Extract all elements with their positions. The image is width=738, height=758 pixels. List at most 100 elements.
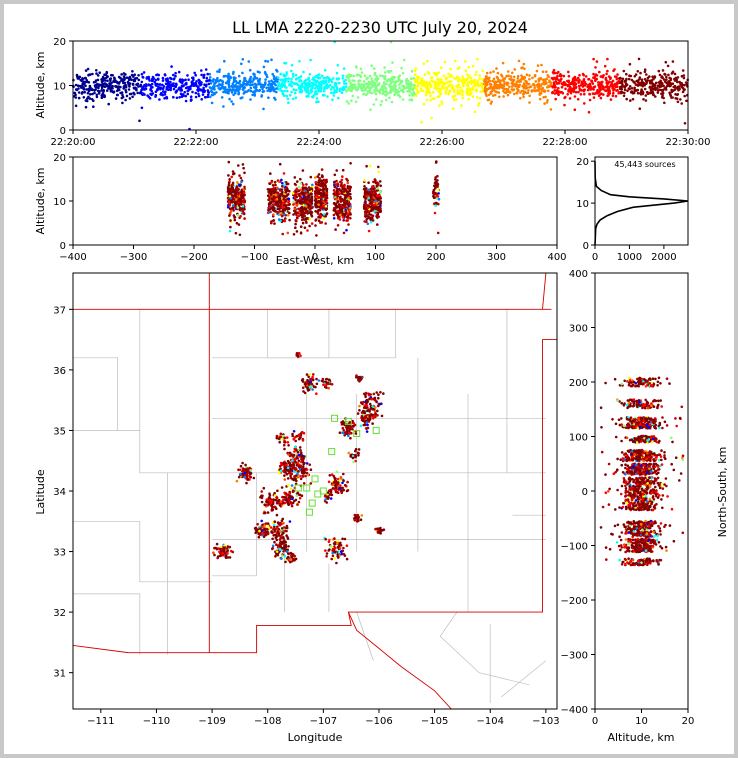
source-point — [303, 391, 307, 395]
source-point — [465, 73, 469, 76]
source-point — [302, 482, 306, 485]
source-point — [413, 83, 416, 87]
source-point — [308, 373, 312, 376]
source-point — [287, 80, 290, 83]
source-point — [599, 96, 603, 100]
source-point — [324, 84, 328, 88]
source-point — [308, 79, 311, 83]
source-point — [583, 92, 586, 96]
source-point — [320, 174, 324, 177]
source-point — [292, 465, 296, 469]
source-point — [563, 103, 566, 107]
source-point — [92, 81, 96, 84]
source-point — [333, 180, 336, 184]
source-point — [293, 182, 297, 186]
source-point — [402, 58, 406, 62]
source-point — [120, 91, 124, 94]
source-point — [465, 90, 468, 93]
source-point — [329, 88, 333, 91]
source-point — [664, 60, 668, 64]
source-point — [209, 76, 212, 79]
source-point — [474, 84, 478, 87]
source-point — [333, 202, 336, 206]
source-point — [80, 92, 84, 95]
source-point — [290, 84, 294, 88]
source-point — [594, 66, 597, 69]
source-point — [325, 207, 329, 211]
source-point — [281, 92, 285, 95]
source-point — [333, 88, 336, 92]
source-point — [299, 449, 302, 452]
source-point — [314, 80, 318, 84]
source-point — [513, 68, 517, 71]
source-point — [480, 85, 484, 89]
source-point — [628, 85, 632, 88]
source-point — [82, 87, 85, 90]
source-point — [338, 203, 341, 206]
source-point — [264, 59, 267, 63]
source-point — [314, 224, 317, 227]
source-point — [228, 214, 231, 217]
source-point — [671, 96, 674, 99]
source-point — [180, 88, 183, 92]
source-point — [111, 87, 114, 90]
source-point — [89, 93, 92, 96]
source-point — [502, 80, 506, 83]
source-point — [680, 74, 684, 78]
source-point — [221, 80, 225, 84]
source-point — [348, 85, 351, 89]
source-point — [356, 412, 360, 415]
source-point — [666, 64, 670, 68]
source-point — [287, 444, 290, 447]
source-point — [485, 94, 488, 97]
source-point — [292, 82, 296, 86]
source-point — [349, 81, 352, 85]
source-point — [489, 102, 493, 105]
source-point — [374, 199, 378, 203]
source-point — [204, 96, 207, 99]
source-point — [301, 378, 305, 381]
source-point — [159, 93, 162, 96]
source-point — [311, 183, 314, 187]
source-point — [303, 226, 307, 229]
source-point — [357, 83, 361, 87]
source-point — [608, 92, 612, 95]
source-point — [284, 85, 287, 89]
source-point — [280, 214, 284, 218]
source-point — [267, 86, 271, 89]
source-point — [122, 72, 126, 75]
source-point — [171, 82, 174, 86]
source-point — [131, 95, 134, 99]
source-point — [393, 75, 397, 79]
source-point — [524, 79, 527, 83]
source-point — [301, 439, 305, 442]
source-point — [354, 449, 357, 453]
source-point — [496, 71, 500, 75]
source-point — [238, 208, 242, 211]
source-point — [178, 96, 181, 99]
source-point — [675, 86, 678, 90]
source-point — [370, 191, 374, 195]
source-point — [391, 61, 394, 64]
source-point — [648, 86, 651, 89]
source-point — [127, 88, 131, 91]
source-point — [313, 91, 317, 94]
source-point — [371, 216, 374, 220]
source-point — [342, 190, 346, 193]
source-point — [364, 212, 367, 215]
source-point — [357, 448, 361, 451]
east-west-y-tick-label: 0 — [60, 241, 66, 252]
source-point — [307, 186, 311, 189]
source-point — [329, 91, 333, 95]
source-point — [122, 81, 125, 85]
source-point — [94, 85, 97, 89]
source-point — [370, 64, 373, 67]
source-point — [389, 77, 393, 81]
source-point — [352, 422, 356, 425]
source-point — [636, 91, 640, 95]
source-point — [210, 89, 213, 93]
source-point — [286, 477, 290, 480]
source-point — [681, 90, 685, 94]
source-point — [339, 476, 343, 479]
source-point — [227, 181, 231, 185]
